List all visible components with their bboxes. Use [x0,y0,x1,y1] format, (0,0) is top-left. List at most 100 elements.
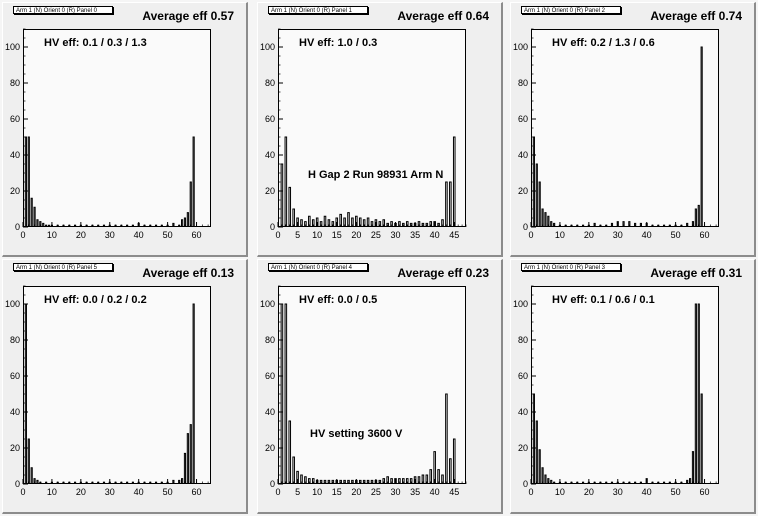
histogram-bar [172,479,175,484]
histogram-bar [351,217,354,227]
histogram-bar [42,222,45,227]
y-tick-label: 60 [265,371,275,381]
histogram-bar [186,433,189,484]
histogram-bar [535,163,538,227]
x-tick-label: 20 [584,230,594,240]
histogram-bar [668,481,671,484]
histogram-bar [429,469,433,484]
histogram-bar [686,479,689,484]
panel-title: Arm 1 (N) Orient 0 (R) Panel 3 [521,263,621,271]
histogram-bar [662,481,666,484]
x-tick-label: 50 [163,230,173,240]
histogram-bar [189,181,192,227]
panel-title: Arm 1 (N) Orient 0 (R) Panel 2 [521,6,621,14]
y-tick-label: 0 [523,222,528,232]
histogram-bar [292,208,295,227]
histogram-bar [186,212,189,227]
y-tick-label: 100 [5,42,20,52]
histogram-bar [296,470,299,484]
histogram-bar [538,181,541,227]
panel-1: Arm 1 (N) Orient 0 (R) Panel 1 Average ef… [257,2,503,257]
y-tick-label: 0 [270,222,275,232]
average-eff-label: Average eff 0.64 [397,9,489,23]
x-tick-label: 0 [528,230,533,240]
histogram-bar [73,224,77,227]
histogram-bar [674,224,677,227]
histogram-bar [413,222,417,227]
histogram-bar [30,467,33,484]
y-tick-label: 20 [265,186,275,196]
histogram-bar [550,479,553,484]
y-tick-label: 80 [10,335,20,345]
x-tick-label: 45 [449,487,459,497]
y-tick-label: 100 [513,299,528,309]
annotation: HV setting 3600 V [310,428,403,440]
x-tick-label: 40 [430,487,440,497]
histogram-bar [639,481,642,484]
histogram-bar [413,476,417,484]
histogram-bar [143,224,146,227]
x-tick-label: 0 [528,487,533,497]
histogram-bar [143,481,146,484]
y-tick-label: 20 [518,443,528,453]
histogram-bar [445,393,448,484]
histogram-bar [300,474,303,484]
histogram-bar [45,481,48,484]
histogram-bar [120,481,123,484]
histogram-bar [651,224,654,227]
x-tick-label: 50 [671,230,681,240]
histogram-bar [417,221,421,227]
histogram-bar [386,476,389,484]
histogram-bar [68,481,71,484]
histogram-plot: 0 20 40 60 80 100 0 10 20 30 40 50 60 [5,28,209,240]
histogram-bar [547,478,550,484]
histogram-bar [370,221,374,227]
x-tick-label: 10 [555,487,565,497]
y-tick-label: 100 [260,42,275,52]
histogram-bar [452,438,456,484]
y-tick-label: 80 [265,78,275,88]
histogram-bar [27,136,30,227]
histogram-bar [547,215,550,227]
x-tick-label: 40 [134,487,144,497]
histogram-bar [33,478,36,484]
histogram-bar [149,224,152,227]
hv-eff-label: HV eff: 0.1 / 0.6 / 0.1 [552,294,655,306]
histogram-bar [691,221,695,227]
y-tick-label: 80 [10,78,20,88]
y-tick-label: 40 [10,150,20,160]
histogram-bar [355,215,358,227]
histogram-bar [62,481,65,484]
histogram-bar [288,186,292,227]
histogram-bar [304,476,307,484]
histogram-bar [166,224,169,227]
histogram-bar [126,224,129,227]
histogram-bar [409,478,413,484]
histogram-bar [441,474,444,484]
x-tick-label: 10 [47,230,57,240]
average-eff-label: Average eff 0.31 [650,266,742,280]
histogram-plot: 0 20 40 60 80 100 0 10 20 30 40 50 60 [513,285,717,497]
histogram-bar [304,221,307,227]
histogram-bar [137,222,140,227]
histogram-bar [421,474,425,484]
histogram-bar [610,222,614,227]
histogram-bar [686,222,689,227]
histogram-bar [178,224,181,227]
histogram-bar [550,221,553,227]
y-tick-label: 80 [518,78,528,88]
y-tick-label: 40 [265,407,275,417]
histogram-bar [622,481,625,484]
x-tick-label: 20 [76,487,86,497]
histogram-bar [593,481,596,484]
histogram-bar [27,438,30,484]
histogram-bar [85,224,88,227]
histogram-bar [33,206,36,227]
histogram-bar [50,224,54,227]
histogram-bar [541,208,544,227]
x-tick-label: 5 [295,230,300,240]
histogram-bar [288,420,292,484]
histogram-bar [433,221,436,227]
histogram-bar [639,222,642,227]
